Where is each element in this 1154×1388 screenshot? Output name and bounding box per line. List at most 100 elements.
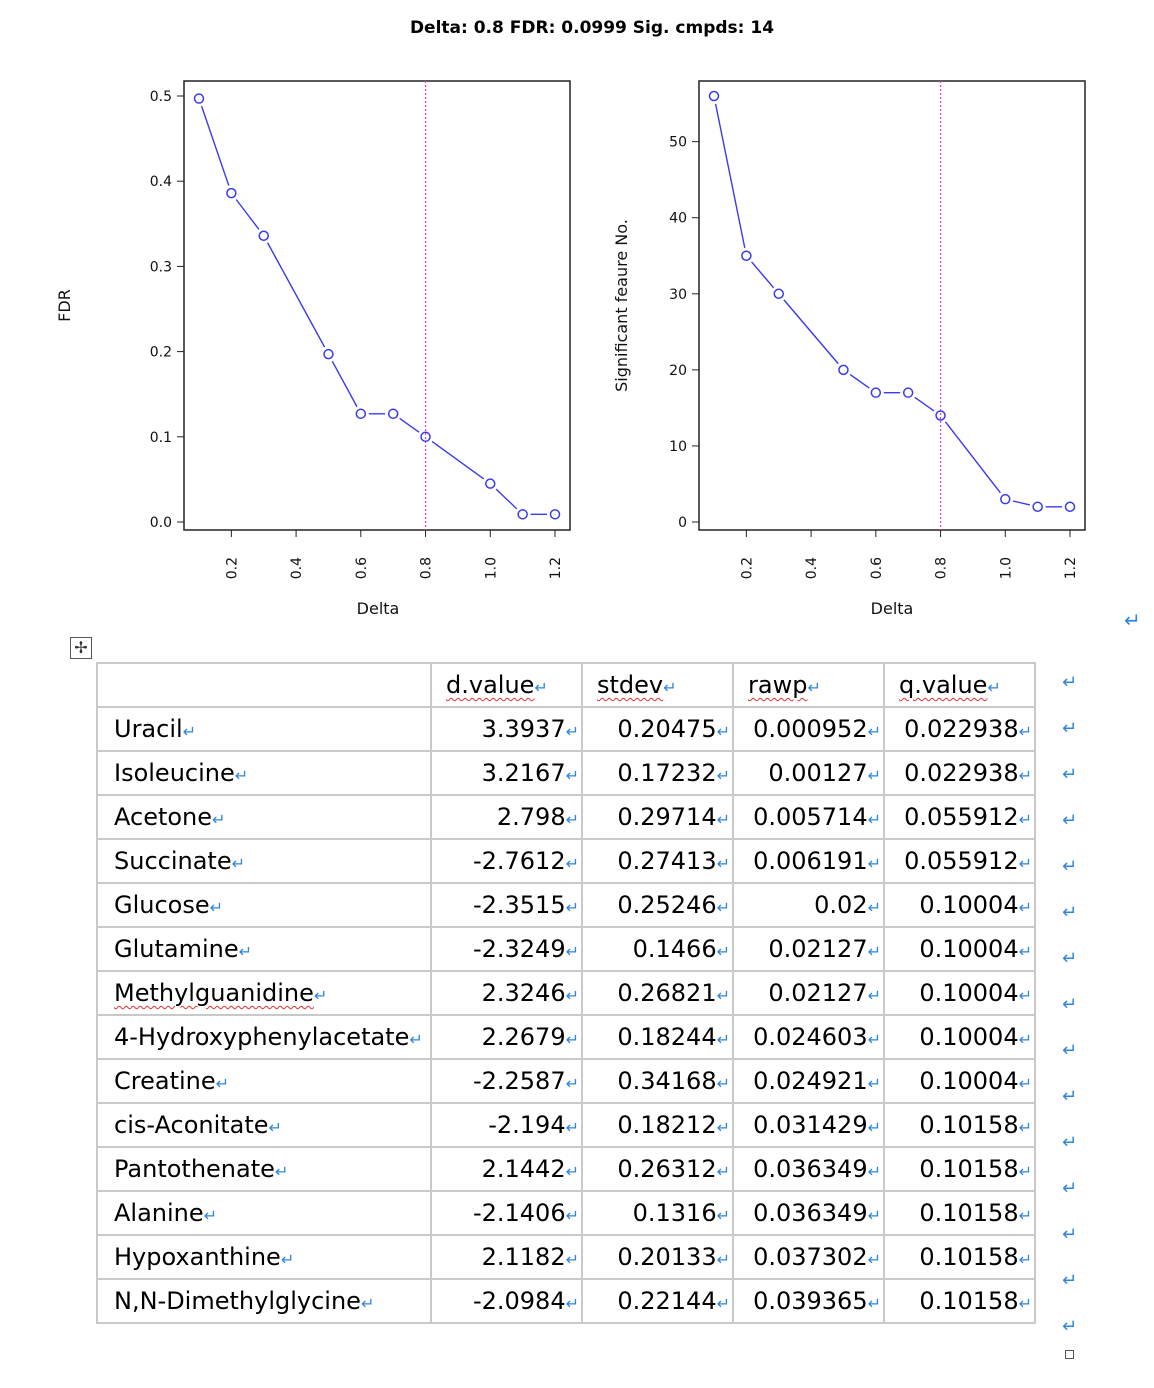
cell-text: -2.3515 bbox=[472, 891, 566, 919]
table-row: Alanine↵ -2.1406↵ 0.1316↵ 0.036349↵ 0.10158↵ bbox=[96, 1190, 1036, 1236]
rawp-cell: 0.02127↵ bbox=[732, 970, 885, 1016]
resize-icon[interactable] bbox=[1065, 1350, 1074, 1359]
compound-name-cell: Hypoxanthine↵ bbox=[96, 1234, 432, 1280]
cell-text: -2.1406 bbox=[472, 1199, 566, 1227]
table-row: Hypoxanthine↵ 2.1182↵ 0.20133↵ 0.037302↵ 0.1… bbox=[96, 1234, 1036, 1280]
table-move-handle[interactable]: ✢ bbox=[70, 637, 92, 659]
cell-end-mark: ↵ bbox=[1018, 898, 1032, 917]
y-tick-label: 0.2 bbox=[150, 345, 172, 361]
q-value-cell: 0.10004↵ bbox=[883, 1058, 1036, 1104]
cell-text: 0.031429 bbox=[753, 1111, 868, 1139]
cell-text: N,N-Dimethylglycine bbox=[114, 1287, 361, 1315]
cell-text: 0.005714 bbox=[753, 803, 868, 831]
cell-end-mark: ↵ bbox=[716, 1294, 730, 1313]
cell-end-mark: ↵ bbox=[565, 810, 579, 829]
series-line-segment bbox=[495, 488, 518, 510]
y-tick-label: 0.0 bbox=[150, 515, 172, 531]
cell-text: 0.022938 bbox=[904, 759, 1019, 787]
cell-end-mark: ↵ bbox=[867, 1030, 881, 1049]
row-end-mark: ↵ bbox=[1062, 1316, 1078, 1337]
data-point bbox=[387, 408, 399, 420]
cell-text: 2.798 bbox=[496, 803, 566, 831]
data-point bbox=[1000, 493, 1011, 505]
cell-end-mark: ↵ bbox=[231, 854, 246, 873]
cell-end-mark: ↵ bbox=[716, 1030, 730, 1049]
compound-name-cell: Glutamine↵ bbox=[96, 926, 432, 972]
cell-text: 2.1182 bbox=[481, 1243, 566, 1271]
cell-end-mark: ↵ bbox=[274, 1162, 289, 1181]
cell-end-mark: ↵ bbox=[716, 722, 730, 741]
cell-text: 0.25246 bbox=[617, 891, 717, 919]
q-value-cell: 0.10004↵ bbox=[883, 926, 1036, 972]
cell-end-mark: ↵ bbox=[867, 1294, 881, 1313]
d-value-cell: -2.7612↵ bbox=[430, 838, 583, 884]
cell-end-mark: ↵ bbox=[867, 766, 881, 785]
cell-text: 0.10004 bbox=[919, 891, 1019, 919]
series-line-segment bbox=[266, 242, 326, 348]
cell-text: Pantothenate bbox=[114, 1155, 275, 1183]
stdev-cell: 0.34168↵ bbox=[581, 1058, 734, 1104]
table-row: Uracil↵ 3.3937↵ 0.20475↵ 0.000952↵ 0.022938↵ bbox=[96, 706, 1036, 752]
rawp-cell: 0.02127↵ bbox=[732, 926, 885, 972]
cell-text: -2.194 bbox=[488, 1111, 566, 1139]
compound-name-cell: cis-Aconitate↵ bbox=[96, 1102, 432, 1148]
chart-title: Delta: 0.8 FDR: 0.0999 Sig. cmpds: 14 bbox=[409, 18, 775, 38]
series-line-segment bbox=[914, 396, 935, 412]
compound-name-cell: Isoleucine↵ bbox=[96, 750, 432, 796]
y-tick-label: 0.3 bbox=[150, 259, 172, 275]
data-point bbox=[870, 387, 882, 398]
cell-end-mark: ↵ bbox=[867, 854, 881, 873]
series-line-segment bbox=[751, 261, 775, 289]
cell-end-mark: ↵ bbox=[716, 942, 730, 961]
d-value-cell: -2.194↵ bbox=[430, 1102, 583, 1148]
rawp-cell: 0.039365↵ bbox=[732, 1278, 885, 1324]
cell-text: -2.0984 bbox=[472, 1287, 566, 1315]
y-axis-label: FDR bbox=[55, 289, 74, 322]
row-end-mark: ↵ bbox=[1062, 1040, 1078, 1061]
cell-text: 0.02 bbox=[814, 891, 868, 919]
stdev-cell: 0.26312↵ bbox=[581, 1146, 734, 1192]
x-tick-label: 0.2 bbox=[739, 557, 755, 579]
q-value-cell: 0.055912↵ bbox=[883, 794, 1036, 840]
cell-text: 0.29714 bbox=[617, 803, 717, 831]
cell-text: cis-Aconitate bbox=[114, 1111, 269, 1139]
compound-name-cell: Acetone↵ bbox=[96, 794, 432, 840]
cell-text: 0.024921 bbox=[753, 1067, 868, 1095]
x-tick-label: 1.0 bbox=[483, 557, 499, 579]
plot-frame bbox=[698, 80, 1086, 531]
cell-end-mark: ↵ bbox=[565, 986, 579, 1005]
cell-end-mark: ↵ bbox=[238, 942, 253, 961]
row-end-mark: ↵ bbox=[1062, 764, 1078, 785]
cell-end-mark: ↵ bbox=[1018, 1118, 1032, 1137]
cell-text: 0.02127 bbox=[768, 979, 868, 1007]
cell-text: 0.10004 bbox=[919, 1023, 1019, 1051]
q-value-cell: 0.10004↵ bbox=[883, 882, 1036, 928]
rawp-cell: 0.024603↵ bbox=[732, 1014, 885, 1060]
cell-text: 0.10158 bbox=[919, 1243, 1019, 1271]
cell-text: 0.17232 bbox=[617, 759, 717, 787]
cell-end-mark: ↵ bbox=[867, 986, 881, 1005]
cell-end-mark: ↵ bbox=[565, 1030, 579, 1049]
cell-text: Glucose bbox=[114, 891, 210, 919]
compound-name-cell: Glucose↵ bbox=[96, 882, 432, 928]
data-point bbox=[773, 288, 784, 300]
table-row: cis-Aconitate↵ -2.194↵ 0.18212↵ 0.031429↵ 0.… bbox=[96, 1102, 1036, 1148]
data-point bbox=[485, 478, 496, 489]
cell-end-mark: ↵ bbox=[867, 1118, 881, 1137]
cell-text: 2.1442 bbox=[481, 1155, 566, 1183]
q-value-cell: 0.10158↵ bbox=[883, 1234, 1036, 1280]
cell-text: 0.055912 bbox=[904, 803, 1019, 831]
row-end-mark: ↵ bbox=[1062, 672, 1078, 693]
row-end-mark: ↵ bbox=[1062, 718, 1078, 739]
cell-end-mark: ↵ bbox=[360, 1294, 375, 1313]
data-point bbox=[355, 408, 367, 420]
data-point bbox=[517, 509, 528, 520]
series-line-segment bbox=[1012, 500, 1031, 506]
stdev-cell: 0.27413↵ bbox=[581, 838, 734, 884]
q-value-cell: 0.055912↵ bbox=[883, 838, 1036, 884]
compound-name-cell: Creatine↵ bbox=[96, 1058, 432, 1104]
data-point bbox=[1064, 501, 1076, 513]
compound-name-cell: Uracil↵ bbox=[96, 706, 432, 752]
d-value-cell: 2.1442↵ bbox=[430, 1146, 583, 1192]
cell-end-mark: ↵ bbox=[215, 1074, 230, 1093]
